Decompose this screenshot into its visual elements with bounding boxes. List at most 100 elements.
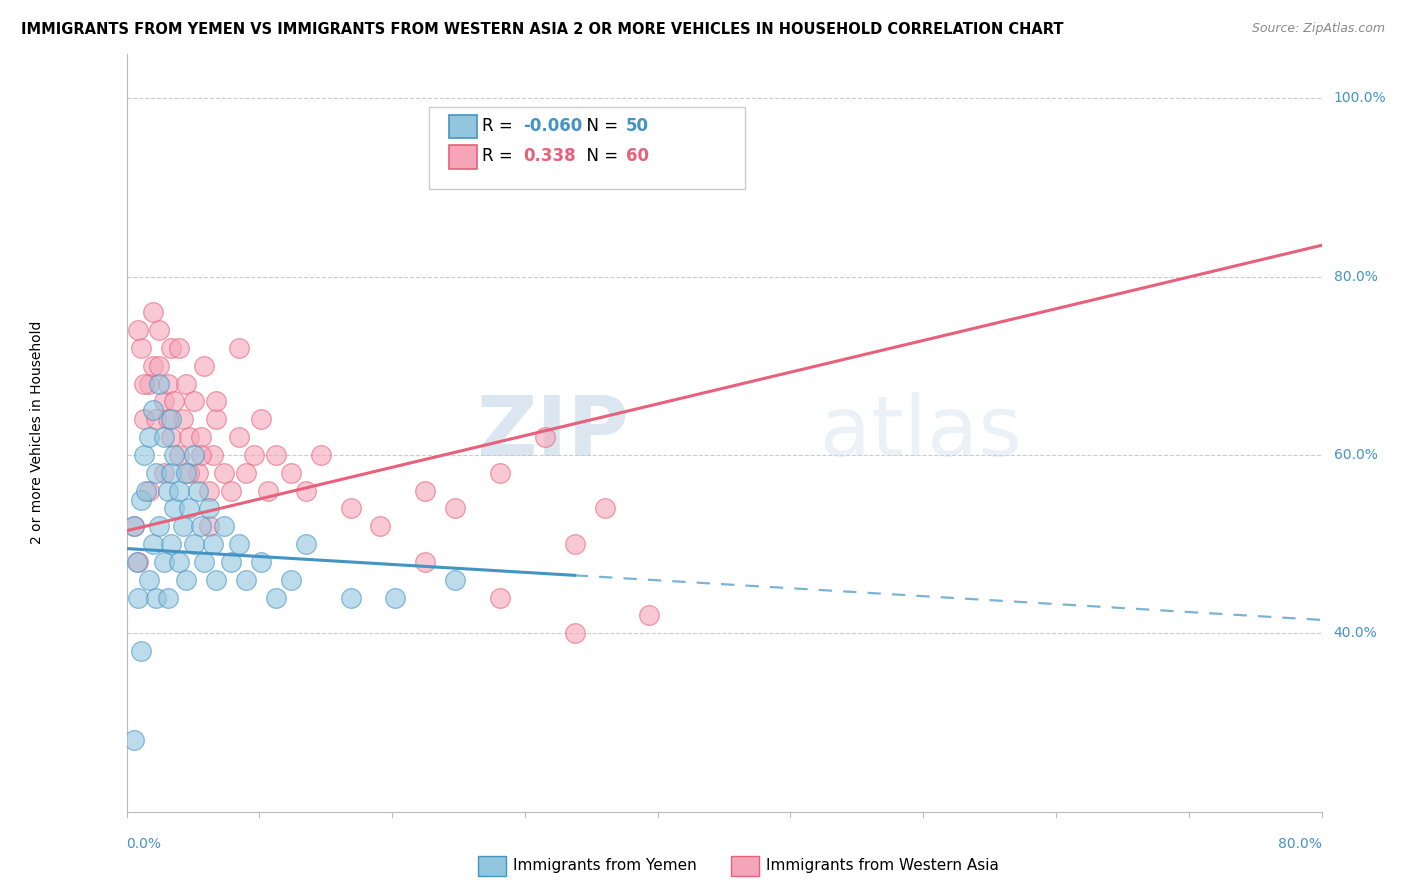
Point [157,591,180,605]
Point [138,483,160,498]
Text: 0.338: 0.338 [523,147,575,165]
Point [638,608,661,623]
Point [415,483,437,498]
Text: ZIP: ZIP [477,392,628,473]
Point [212,519,235,533]
Text: 100.0%: 100.0% [1334,91,1386,105]
Text: atlas: atlas [820,392,1021,473]
Point [157,376,180,391]
Point [197,483,219,498]
Point [131,492,153,507]
Point [219,555,242,569]
Point [148,376,170,391]
Text: 80.0%: 80.0% [1334,269,1378,284]
Point [187,483,209,498]
Point [197,501,219,516]
Point [183,394,205,409]
Point [153,394,176,409]
Text: Source: ZipAtlas.com: Source: ZipAtlas.com [1251,22,1385,36]
Point [179,430,201,444]
Text: 80.0%: 80.0% [1278,837,1322,851]
Point [153,430,176,444]
Point [228,430,250,444]
Point [125,555,148,569]
Point [138,430,160,444]
Text: -0.060: -0.060 [523,117,582,135]
Point [489,466,512,480]
Point [174,466,197,480]
Point [167,555,190,569]
Point [127,323,149,337]
Point [172,519,194,533]
Point [157,483,180,498]
Point [228,341,250,355]
Text: 50: 50 [626,117,648,135]
Point [142,305,165,319]
Point [384,591,406,605]
Point [138,376,160,391]
Point [160,341,183,355]
Point [205,573,228,587]
Point [138,573,160,587]
Point [228,537,250,551]
Point [153,466,176,480]
Text: N =: N = [576,147,624,165]
Text: IMMIGRANTS FROM YEMEN VS IMMIGRANTS FROM WESTERN ASIA 2 OR MORE VEHICLES IN HOUS: IMMIGRANTS FROM YEMEN VS IMMIGRANTS FROM… [21,22,1063,37]
Point [183,537,205,551]
Point [205,394,228,409]
Point [153,555,176,569]
Point [280,466,302,480]
Point [202,537,225,551]
Point [134,448,156,462]
Point [205,412,228,426]
Point [264,448,287,462]
Point [280,573,302,587]
Point [127,591,149,605]
Point [122,519,145,533]
Point [339,591,361,605]
Text: 60: 60 [626,147,648,165]
Point [202,448,225,462]
Point [127,555,149,569]
Point [131,644,153,658]
Point [193,555,215,569]
Text: Immigrants from Yemen: Immigrants from Yemen [513,858,697,872]
Text: 0.0%: 0.0% [127,837,162,851]
Text: 40.0%: 40.0% [1334,626,1378,640]
Point [250,555,273,569]
Point [564,537,586,551]
Point [148,359,170,373]
Point [131,341,153,355]
Point [242,448,264,462]
Point [187,466,209,480]
Text: 2 or more Vehicles in Household: 2 or more Vehicles in Household [30,321,44,544]
Point [179,466,201,480]
Point [370,519,392,533]
Point [163,448,186,462]
Point [167,483,190,498]
Point [135,483,157,498]
Point [142,359,165,373]
Point [160,430,183,444]
Point [250,412,273,426]
Point [219,483,242,498]
Point [415,555,437,569]
Point [190,519,212,533]
Point [534,430,557,444]
Point [148,323,170,337]
Text: R =: R = [482,147,519,165]
Point [257,483,280,498]
Point [564,626,586,640]
Point [163,501,186,516]
Point [167,448,190,462]
Point [145,591,167,605]
Point [197,519,219,533]
Point [174,376,197,391]
Point [179,501,201,516]
Text: R =: R = [482,117,519,135]
Point [190,448,212,462]
Point [172,412,194,426]
Point [190,430,212,444]
Point [339,501,361,516]
Point [183,448,205,462]
